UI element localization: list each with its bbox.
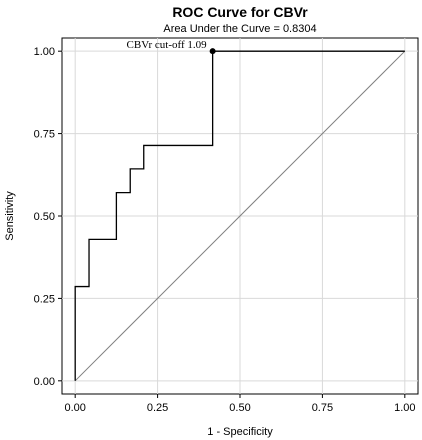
roc-curve-line — [74, 50, 405, 381]
x-axis-ticks: 0.00 0.25 0.50 0.75 1.00 — [64, 394, 416, 414]
reference-diagonal-line — [74, 50, 406, 382]
y-axis-label: Sensitivity — [4, 191, 16, 241]
x-tick-label-2: 0.50 — [229, 402, 250, 414]
cutoff-point-marker — [209, 48, 216, 55]
y-axis-ticks: 0.00 0.25 0.50 0.75 1.00 — [34, 46, 62, 388]
y-tick-label-3: 0.75 — [34, 129, 55, 141]
x-tick-label-1: 0.25 — [147, 402, 168, 414]
y-tick-label-4: 1.00 — [34, 46, 55, 58]
x-axis-label: 1 - Specificity — [207, 426, 273, 438]
x-tick-label-3: 0.75 — [312, 402, 333, 414]
x-tick-label-0: 0.00 — [64, 402, 85, 414]
y-tick-label-0: 0.00 — [34, 376, 55, 388]
series-layer — [74, 50, 406, 382]
y-tick-label-1: 0.25 — [34, 293, 55, 305]
chart-subtitle: Area Under the Curve = 0.8304 — [163, 23, 316, 35]
cutoff-point-label: CBVr cut-off 1.09 — [127, 39, 208, 51]
x-tick-label-4: 1.00 — [394, 402, 415, 414]
annotation-layer: CBVr cut-off 1.09 — [127, 39, 216, 55]
y-tick-label-2: 0.50 — [34, 211, 55, 223]
chart-title: ROC Curve for CBVr — [172, 4, 308, 20]
